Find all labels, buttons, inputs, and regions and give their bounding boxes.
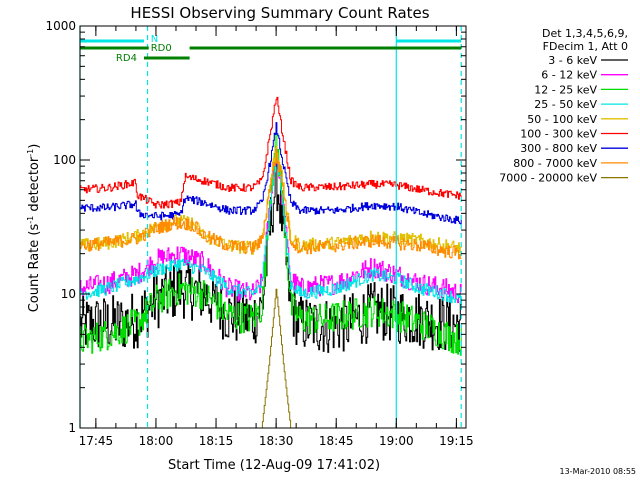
legend-label: 800 - 7000 keV [513,157,597,170]
series-line-3 [80,150,462,305]
series-line-0 [80,148,462,353]
legend-label: 300 - 800 keV [520,142,597,155]
series-line-6 [80,122,462,225]
x-tick-label: 18:45 [319,434,354,448]
x-tick-label: 19:00 [379,434,414,448]
n-state-label: N [151,34,158,45]
plot-frame [79,25,467,429]
x-tick-label: 17:45 [79,434,114,448]
x-tick-label: 18:00 [139,434,174,448]
legend-label: 25 - 50 keV [534,98,597,111]
series-line-7 [80,150,462,260]
legend-label: 100 - 300 keV [520,128,597,141]
legend-label: 3 - 6 keV [548,54,597,67]
timestamp: 13-Mar-2010 08:55 [560,467,637,476]
x-tick-label: 18:15 [199,434,234,448]
legend-header-line2: FDecim 1, Att 0 [543,40,628,53]
y-axis-label: Count Rate (s-1 detector-1) [26,144,42,313]
legend-label: 7000 - 20000 keV [499,172,597,185]
legend-label: 12 - 25 keV [534,83,597,96]
axes: 1 10 100 1000 17:45 18:00 18:15 18:30 18:45 19:00… [45,19,473,448]
x-tick-label: 19:15 [439,434,474,448]
y-tick-label: 100 [53,153,76,167]
legend-label: 6 - 12 keV [541,69,597,82]
legend-label: 50 - 100 keV [527,113,597,126]
x-tick-label: 18:30 [259,434,294,448]
series-line-4 [80,145,462,255]
rd0-state-label: RD0 [151,43,172,54]
chart-title: HESSI Observing Summary Count Rates [130,4,429,22]
rd4-state-label: RD4 [116,53,137,64]
legend: Det 1,3,4,5,6,9, FDecim 1, Att 0 3 - 6 k… [499,27,628,185]
y-tick-label: 10 [61,287,76,301]
legend-header-line1: Det 1,3,4,5,6,9, [542,27,628,40]
y-tick-label: 1000 [45,19,76,33]
x-axis-label: Start Time (12-Aug-09 17:41:02) [168,458,380,473]
y-tick-label: 1 [68,421,76,435]
series-line-5 [80,96,462,209]
